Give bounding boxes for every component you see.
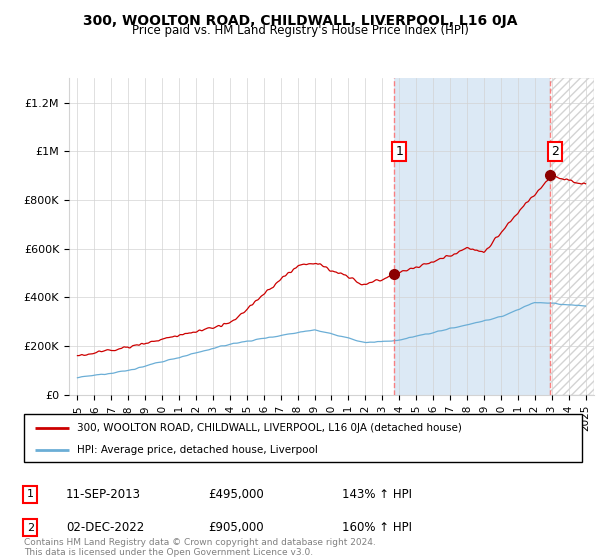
Text: 11-SEP-2013: 11-SEP-2013: [66, 488, 141, 501]
Text: 300, WOOLTON ROAD, CHILDWALL, LIVERPOOL, L16 0JA (detached house): 300, WOOLTON ROAD, CHILDWALL, LIVERPOOL,…: [77, 423, 462, 433]
Text: 143% ↑ HPI: 143% ↑ HPI: [342, 488, 412, 501]
Text: 300, WOOLTON ROAD, CHILDWALL, LIVERPOOL, L16 0JA: 300, WOOLTON ROAD, CHILDWALL, LIVERPOOL,…: [83, 14, 517, 28]
Text: HPI: Average price, detached house, Liverpool: HPI: Average price, detached house, Live…: [77, 445, 318, 455]
Text: 02-DEC-2022: 02-DEC-2022: [66, 521, 144, 534]
Text: £905,000: £905,000: [208, 521, 264, 534]
Text: Contains HM Land Registry data © Crown copyright and database right 2024.
This d: Contains HM Land Registry data © Crown c…: [24, 538, 376, 557]
Bar: [550, 78, 594, 395]
Text: 2: 2: [27, 523, 34, 533]
Text: 160% ↑ HPI: 160% ↑ HPI: [342, 521, 412, 534]
Text: £495,000: £495,000: [208, 488, 264, 501]
Text: 1: 1: [395, 145, 403, 158]
Text: Price paid vs. HM Land Registry's House Price Index (HPI): Price paid vs. HM Land Registry's House …: [131, 24, 469, 36]
Bar: [394, 78, 550, 395]
Text: 1: 1: [27, 489, 34, 499]
Text: 2: 2: [551, 145, 559, 158]
FancyBboxPatch shape: [24, 414, 582, 462]
